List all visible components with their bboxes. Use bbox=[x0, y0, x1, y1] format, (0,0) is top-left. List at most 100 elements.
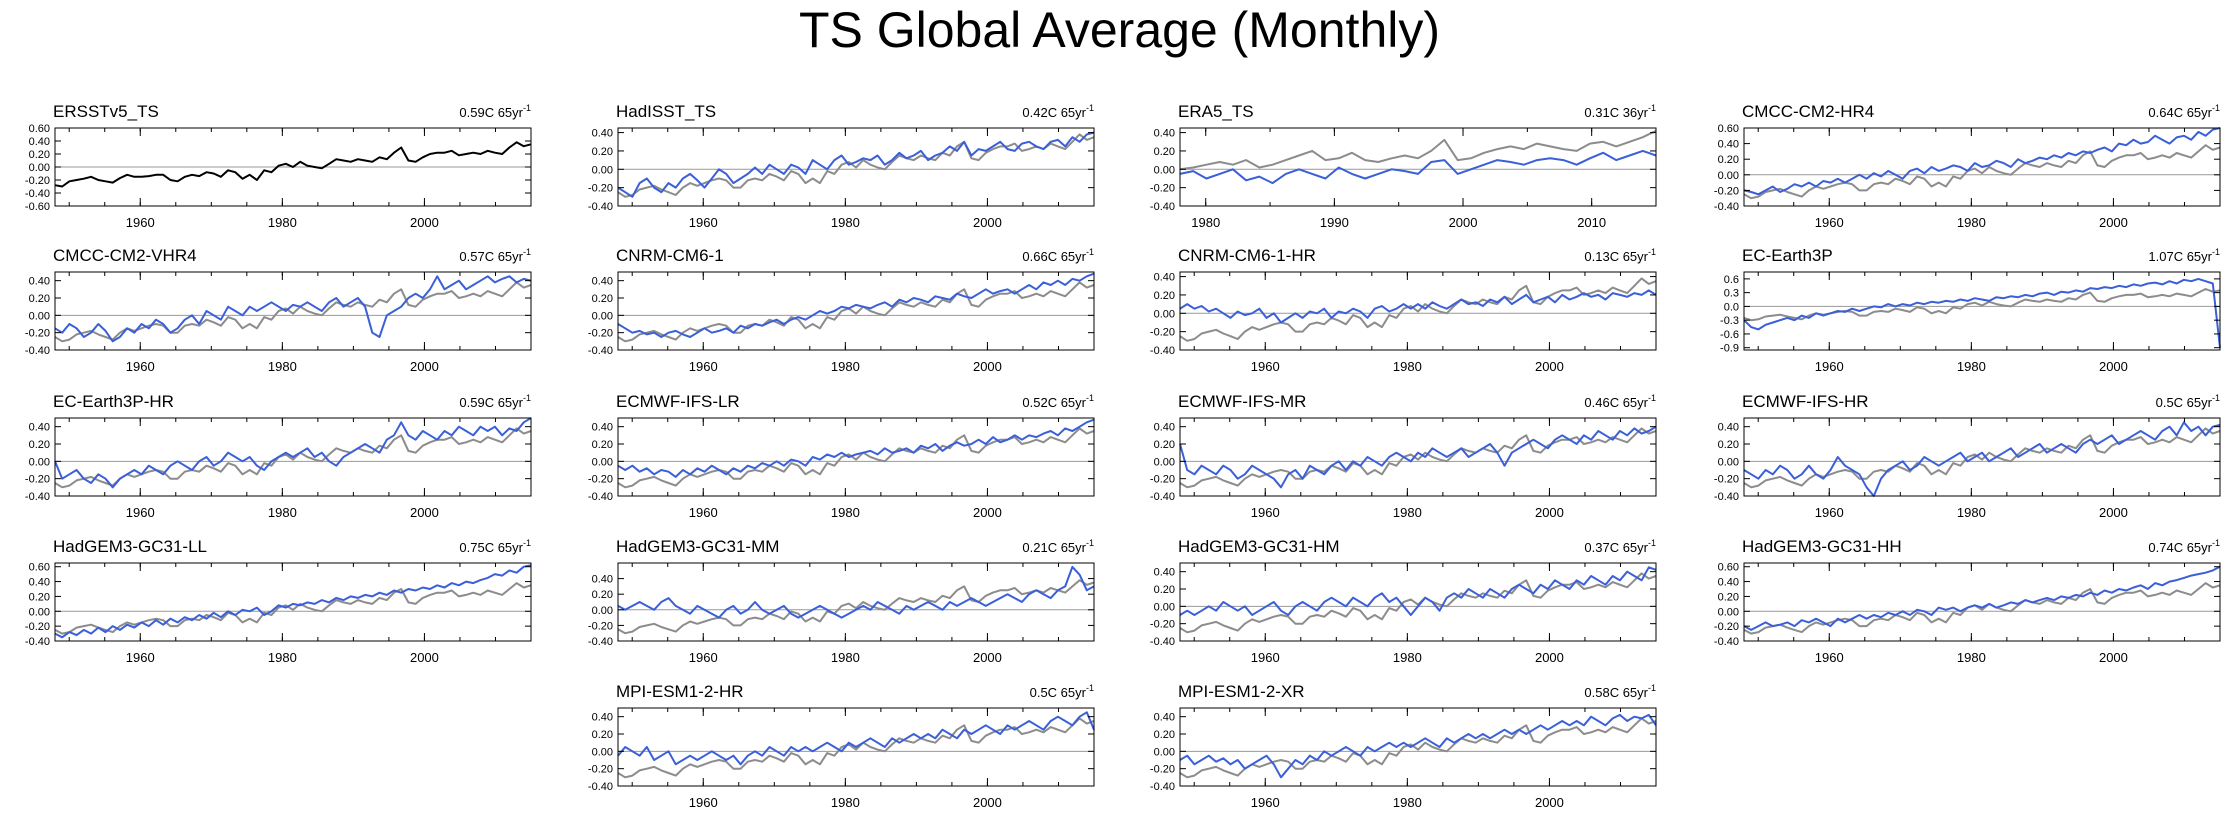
plot-frame bbox=[1179, 707, 1657, 787]
panel-title: EC-Earth3P bbox=[1742, 246, 1833, 265]
x-tick-label: 1980 bbox=[268, 505, 297, 520]
series-line-model bbox=[54, 564, 532, 639]
trend-exponent: -1 bbox=[1648, 683, 1656, 693]
y-tick-label: 0.40 bbox=[1718, 139, 1739, 151]
y-tick-label: -0.40 bbox=[1150, 636, 1175, 648]
y-tick-label: -0.40 bbox=[588, 491, 613, 503]
trend-label: 0.64C 65yr-1 bbox=[2148, 103, 2220, 120]
trend-label: 0.58C 65yr-1 bbox=[1584, 683, 1656, 700]
trend-label: 0.21C 65yr-1 bbox=[1022, 538, 1094, 555]
plot-frame bbox=[617, 707, 1095, 787]
y-tick-label: 0.40 bbox=[29, 136, 50, 148]
x-tick-label: 1960 bbox=[1251, 650, 1280, 665]
y-tick-label: 0.00 bbox=[1154, 164, 1175, 176]
y-tick-label: 0.20 bbox=[1154, 290, 1175, 302]
y-tick-label: 0.40 bbox=[592, 574, 613, 586]
y-tick-label: 0.00 bbox=[1718, 170, 1739, 182]
x-tick-label: 2000 bbox=[973, 359, 1002, 374]
y-tick-label: -0.20 bbox=[1714, 621, 1739, 633]
x-tick-label: 1980 bbox=[831, 505, 860, 520]
y-tick-label: -0.40 bbox=[25, 188, 50, 200]
series-line-model bbox=[1179, 149, 1657, 185]
trend-label: 0.37C 65yr-1 bbox=[1584, 538, 1656, 555]
trend-exponent: -1 bbox=[1648, 103, 1656, 113]
series-line-observation bbox=[1179, 717, 1657, 779]
x-tick-label: 1960 bbox=[689, 215, 718, 230]
trend-exponent: -1 bbox=[1086, 247, 1094, 257]
trend-label: 0.31C 36yr-1 bbox=[1584, 103, 1656, 120]
trend-exponent: -1 bbox=[1086, 103, 1094, 113]
x-tick-label: 2000 bbox=[410, 359, 439, 374]
trend-label: 0.5C 65yr-1 bbox=[1030, 683, 1094, 700]
panel-title: MPI-ESM1-2-HR bbox=[616, 682, 744, 701]
y-tick-label: 0.20 bbox=[1154, 729, 1175, 741]
trend-exponent: -1 bbox=[2212, 247, 2220, 257]
x-tick-label: 2010 bbox=[1577, 215, 1606, 230]
y-tick-label: -0.40 bbox=[588, 201, 613, 213]
trend-value: 0.5C 65yr bbox=[2156, 395, 2213, 410]
x-tick-label: 1980 bbox=[831, 795, 860, 810]
y-tick-label: 0.00 bbox=[1154, 308, 1175, 320]
y-tick-label: -0.9 bbox=[1720, 343, 1739, 355]
x-tick-label: 1960 bbox=[1251, 505, 1280, 520]
panel-title: HadGEM3-GC31-HH bbox=[1742, 537, 1902, 556]
y-tick-label: 0.20 bbox=[1718, 591, 1739, 603]
series-line-model bbox=[1179, 425, 1657, 489]
trend-label: 0.75C 65yr-1 bbox=[459, 538, 531, 555]
series-line-model bbox=[54, 275, 532, 343]
x-tick-label: 2000 bbox=[2099, 650, 2128, 665]
y-tick-label: 0.0 bbox=[1724, 301, 1739, 313]
y-tick-label: -0.40 bbox=[1150, 491, 1175, 503]
trend-exponent: -1 bbox=[2212, 393, 2220, 403]
plot-frame bbox=[617, 417, 1095, 497]
x-tick-label: 1980 bbox=[268, 650, 297, 665]
trend-label: 0.46C 65yr-1 bbox=[1584, 393, 1656, 410]
trend-exponent: -1 bbox=[1086, 393, 1094, 403]
y-tick-label: 0.40 bbox=[592, 276, 613, 288]
x-tick-label: 1980 bbox=[1393, 795, 1422, 810]
y-tick-label: -0.40 bbox=[588, 636, 613, 648]
y-tick-label: -0.20 bbox=[25, 621, 50, 633]
y-tick-label: 0.60 bbox=[29, 123, 50, 135]
x-tick-label: 1960 bbox=[1815, 505, 1844, 520]
x-tick-label: 2000 bbox=[973, 795, 1002, 810]
chart-panel-5: CMCC-CM2-VHR4 0.57C 65yr-1 0.40 0.20 0.00 -0.… bbox=[25, 246, 532, 374]
y-tick-label: 0.40 bbox=[1718, 422, 1739, 434]
chart-panel-2: HadISST_TS 0.42C 65yr-1 0.40 0.20 0.00 -0.20 -… bbox=[588, 102, 1095, 230]
x-tick-label: 2000 bbox=[2099, 359, 2128, 374]
x-tick-label: 2000 bbox=[2099, 505, 2128, 520]
x-tick-label: 2000 bbox=[1535, 505, 1564, 520]
y-tick-label: 0.20 bbox=[592, 293, 613, 305]
y-tick-label: 0.00 bbox=[1718, 606, 1739, 618]
trend-label: 0.74C 65yr-1 bbox=[2148, 538, 2220, 555]
series-line-observation bbox=[1743, 427, 2221, 489]
trend-exponent: -1 bbox=[1648, 538, 1656, 548]
series-line-observation bbox=[617, 281, 1095, 343]
x-tick-label: 1980 bbox=[268, 359, 297, 374]
y-tick-label: 0.00 bbox=[1154, 601, 1175, 613]
trend-value: 0.37C 65yr bbox=[1584, 540, 1648, 555]
chart-panel-13: HadGEM3-GC31-LL 0.75C 65yr-1 0.60 0.40 0.20 0… bbox=[25, 537, 532, 665]
trend-exponent: -1 bbox=[1648, 247, 1656, 257]
trend-value: 0.46C 65yr bbox=[1584, 395, 1648, 410]
y-tick-label: -0.20 bbox=[588, 183, 613, 195]
y-tick-label: 0.60 bbox=[1718, 562, 1739, 574]
y-tick-label: 0.40 bbox=[592, 712, 613, 724]
y-tick-label: 0.20 bbox=[29, 293, 50, 305]
series-line-observation bbox=[1179, 277, 1657, 342]
y-tick-label: 0.40 bbox=[1154, 567, 1175, 579]
series-line-observation bbox=[1743, 144, 2221, 200]
y-tick-label: -0.20 bbox=[1150, 764, 1175, 776]
y-tick-label: 0.20 bbox=[592, 729, 613, 741]
y-tick-label: 0.6 bbox=[1724, 274, 1739, 286]
y-tick-label: -0.3 bbox=[1720, 315, 1739, 327]
series-line-model bbox=[617, 272, 1095, 338]
plot-frame bbox=[1179, 271, 1657, 351]
plot-frame bbox=[1179, 127, 1657, 207]
y-tick-label: -0.20 bbox=[1714, 185, 1739, 197]
y-tick-label: 0.40 bbox=[1154, 422, 1175, 434]
y-tick-label: 0.40 bbox=[592, 128, 613, 140]
y-tick-label: -0.20 bbox=[1150, 327, 1175, 339]
series-line-observation bbox=[1179, 572, 1657, 634]
trend-value: 0.52C 65yr bbox=[1022, 395, 1086, 410]
